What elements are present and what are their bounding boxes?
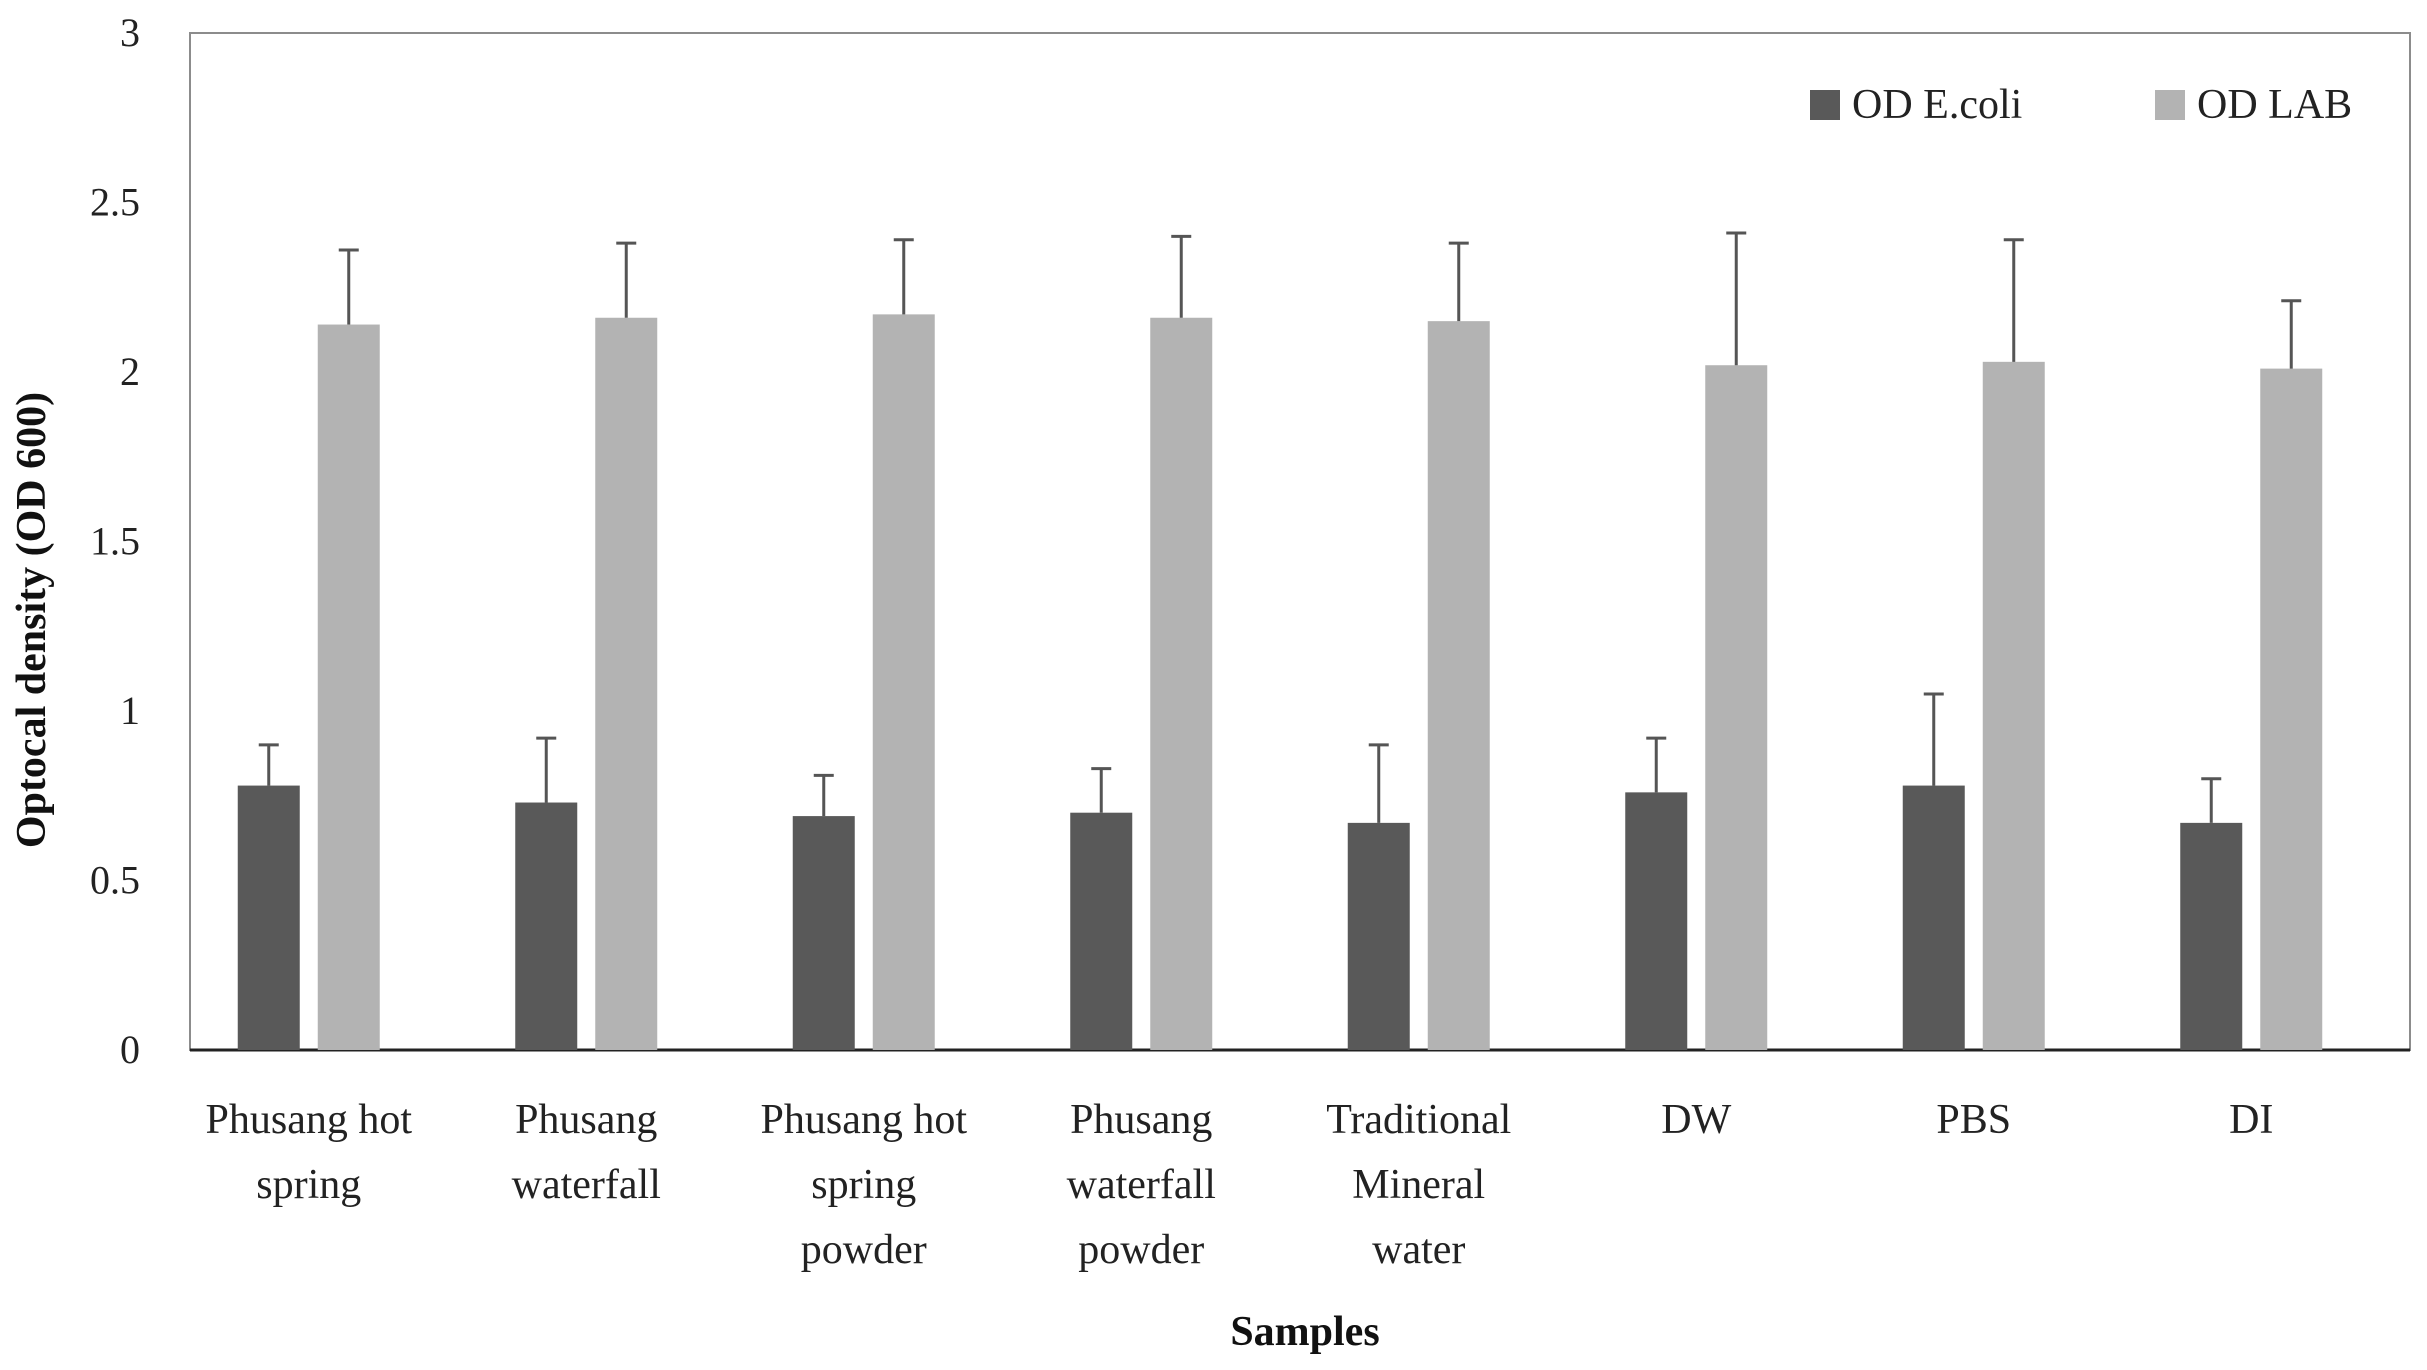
bar-ecoli: [1070, 812, 1133, 1050]
legend-swatch-ecoli: [1810, 90, 1840, 120]
bar-ecoli: [1902, 785, 1965, 1050]
legend-label-lab: OD LAB: [2197, 82, 2352, 128]
bar-ecoli: [515, 802, 578, 1050]
bar-ecoli: [2180, 822, 2243, 1050]
y-tick-label: 2.5: [90, 180, 140, 225]
bar-lab: [2260, 368, 2323, 1050]
legend-label-ecoli: OD E.coli: [1852, 82, 2022, 128]
bar-ecoli: [792, 816, 855, 1050]
y-tick-label: 0: [120, 1027, 140, 1072]
bar-lab: [872, 314, 935, 1050]
y-tick-label: 1: [120, 688, 140, 733]
bar-lab: [1705, 365, 1768, 1051]
x-category-label: Traditional Mineral water: [1326, 1097, 1511, 1273]
x-category-label: Phusang hot spring: [205, 1097, 412, 1208]
legend-swatch-lab: [2155, 90, 2185, 120]
x-category-label: Phusang waterfall powder: [1067, 1097, 1216, 1273]
x-category-label: PBS: [1936, 1097, 2011, 1143]
bar-lab: [317, 324, 380, 1050]
bar-ecoli: [1625, 792, 1688, 1050]
bar-lab: [595, 317, 658, 1050]
x-category-label: Phusang hot spring powder: [760, 1097, 967, 1273]
bar-lab: [1150, 317, 1213, 1050]
y-axis-title: Optocal density (OD 600): [9, 392, 55, 848]
bar-lab: [1982, 361, 2045, 1051]
x-axis-title: Samples: [1230, 1309, 1379, 1355]
x-category-label: DW: [1661, 1097, 1731, 1143]
y-tick-label: 2: [120, 349, 140, 394]
bar-ecoli: [1347, 822, 1410, 1050]
x-category-label: Phusang waterfall: [512, 1097, 661, 1208]
bar-lab: [1427, 321, 1490, 1050]
y-tick-label: 0.5: [90, 858, 140, 903]
y-tick-label: 1.5: [90, 519, 140, 564]
bar-ecoli: [237, 785, 300, 1050]
y-tick-label: 3: [120, 10, 140, 55]
x-category-label: DI: [2229, 1097, 2273, 1143]
